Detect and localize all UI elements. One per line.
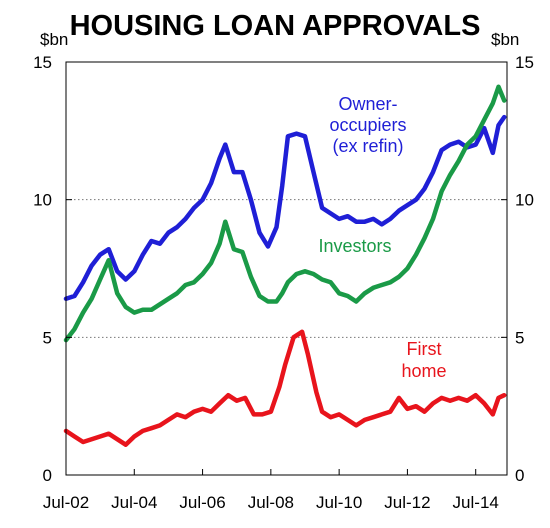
- axis-ticks: 0 0 5 5 10 10 15 15 Jul-02 Jul-04 Jul-06 Jul-08 Jul-…: [33, 53, 534, 512]
- series-lines: [63, 84, 507, 447]
- y-tick-label-right: 0: [515, 466, 524, 485]
- y-tick-label-left: 0: [43, 466, 52, 485]
- x-tick-label: Jul-02: [43, 493, 89, 512]
- series-label-owner-occupiers-ex-refin: Owner-occupiers (ex refin): [329, 94, 406, 156]
- y-axis-unit-right: $bn: [491, 30, 520, 49]
- x-tick-label: Jul-06: [179, 493, 225, 512]
- series-line-first-home: [63, 329, 507, 447]
- series-label-investors: Investors: [318, 236, 391, 256]
- series-labels: Owner-occupiers (ex refin) Investors First h…: [318, 94, 446, 381]
- x-tick-label: Jul-08: [248, 493, 294, 512]
- y-tick-label-right: 10: [515, 191, 534, 210]
- plot-frame: [65, 61, 508, 476]
- y-tick-label-right: 15: [515, 53, 534, 72]
- y-tick-label-left: 15: [33, 53, 52, 72]
- x-tick-label: Jul-04: [111, 493, 157, 512]
- series-line-investors: [63, 84, 507, 343]
- y-axis-unit-left: $bn: [40, 30, 69, 49]
- y-tick-label-left: 10: [33, 191, 52, 210]
- series-line-owner-occupiers-ex-refin: [63, 114, 507, 302]
- chart-title: HOUSING LOAN APPROVALS: [69, 10, 481, 42]
- y-tick-label-left: 5: [43, 328, 52, 347]
- series-label-first-home: First home: [401, 339, 446, 381]
- x-tick-label: Jul-10: [316, 493, 362, 512]
- x-tick-label: Jul-12: [384, 493, 430, 512]
- x-tick-label: Jul-14: [453, 493, 499, 512]
- gridlines: [66, 199, 507, 338]
- y-tick-label-right: 5: [515, 328, 524, 347]
